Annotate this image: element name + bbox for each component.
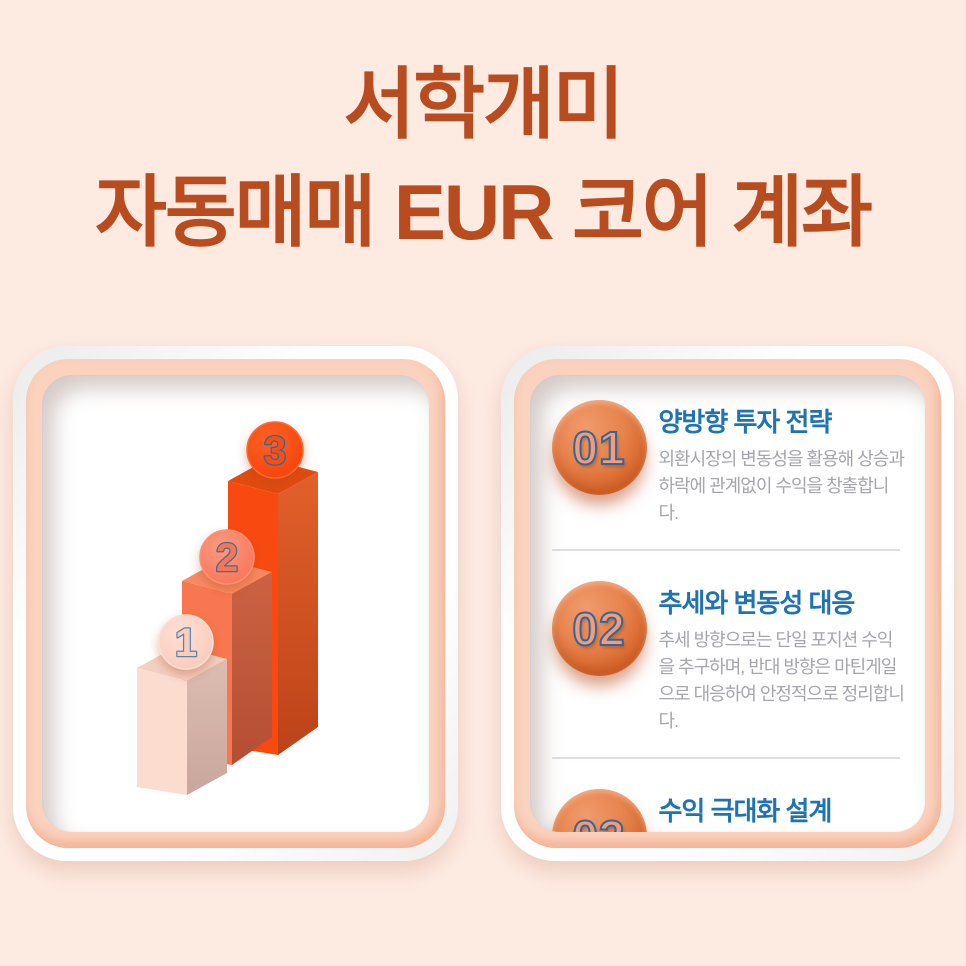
chart-card-inner: 1 2 3 (41, 375, 429, 832)
strategy-item-2-body: 추세 방향으로는 단일 포지션 수익을 추구하며, 반대 방향은 마틴게일으로 … (658, 630, 905, 731)
step-circle-1-label: 1 (174, 621, 196, 665)
divider-2 (551, 757, 900, 759)
chart-card: 1 2 3 (12, 346, 458, 861)
cards-row: 1 2 3 (0, 346, 966, 861)
strategy-item-2-text: 추세와 변동성 대응 추세 방향으로는 단일 포지션 수익을 추구하며, 반대 … (659, 581, 907, 735)
strategy-item-2-heading: 추세와 변동성 대응 (658, 588, 856, 618)
step-circle-1: 1 (157, 614, 214, 670)
strategy-item-1-heading: 양방향 투자 전략 (658, 407, 833, 437)
title-block: 서학개미 자동매매 EUR 코어 계좌 (0, 0, 966, 266)
step-badge-03: 03 (551, 789, 647, 833)
chart-card-ring: 1 2 3 (25, 359, 445, 848)
step-number-03: 03 (571, 810, 625, 833)
strategy-panel: 01 양방향 투자 전략 외환시장의 변동성을 활용해 상승과 하락에 관계없이… (530, 375, 925, 832)
strategy-item-1-text: 양방향 투자 전략 외환시장의 변동성을 활용해 상승과 하락에 관계없이 수익… (659, 400, 907, 527)
step-circle-2: 2 (198, 529, 255, 585)
page-title-line-2: 자동매매 EUR 코어 계좌 (95, 168, 873, 256)
step-badge-02: 02 (551, 581, 647, 676)
strategy-card-ring: 01 양방향 투자 전략 외환시장의 변동성을 활용해 상승과 하락에 관계없이… (513, 359, 941, 848)
strategy-card-inner: 01 양방향 투자 전략 외환시장의 변동성을 활용해 상승과 하락에 관계없이… (529, 375, 925, 832)
bar-chart-3d-icon: 1 2 3 (136, 421, 318, 795)
step-badge-01: 01 (551, 400, 647, 495)
strategy-item-3-heading: 수익 극대화 설계 (658, 796, 833, 826)
step-number-01: 01 (571, 421, 626, 475)
strategy-item-3: 03 수익 극대화 설계 변동성 리스크를 제한하고 단타와 헷징을 조합해 수… (551, 789, 907, 833)
step-circle-3-label: 3 (263, 429, 285, 473)
step-circle-2-label: 2 (215, 536, 237, 580)
strategy-item-3-text: 수익 극대화 설계 변동성 리스크를 제한하고 단타와 헷징을 조합해 수익률을… (659, 789, 907, 832)
strategy-card: 01 양방향 투자 전략 외환시장의 변동성을 활용해 상승과 하락에 관계없이… (500, 346, 954, 861)
page-title-line-1: 서학개미 (343, 60, 624, 148)
strategy-item-1-body: 외환시장의 변동성을 활용해 상승과 하락에 관계없이 수익을 창출합니다. (658, 449, 905, 523)
strategy-item-1: 01 양방향 투자 전략 외환시장의 변동성을 활용해 상승과 하락에 관계없이… (551, 400, 907, 527)
divider-1 (551, 549, 900, 551)
step-number-02: 02 (571, 602, 626, 656)
strategy-item-2: 02 추세와 변동성 대응 추세 방향으로는 단일 포지션 수익을 추구하며, … (551, 581, 907, 735)
step-circle-3: 3 (245, 421, 304, 479)
